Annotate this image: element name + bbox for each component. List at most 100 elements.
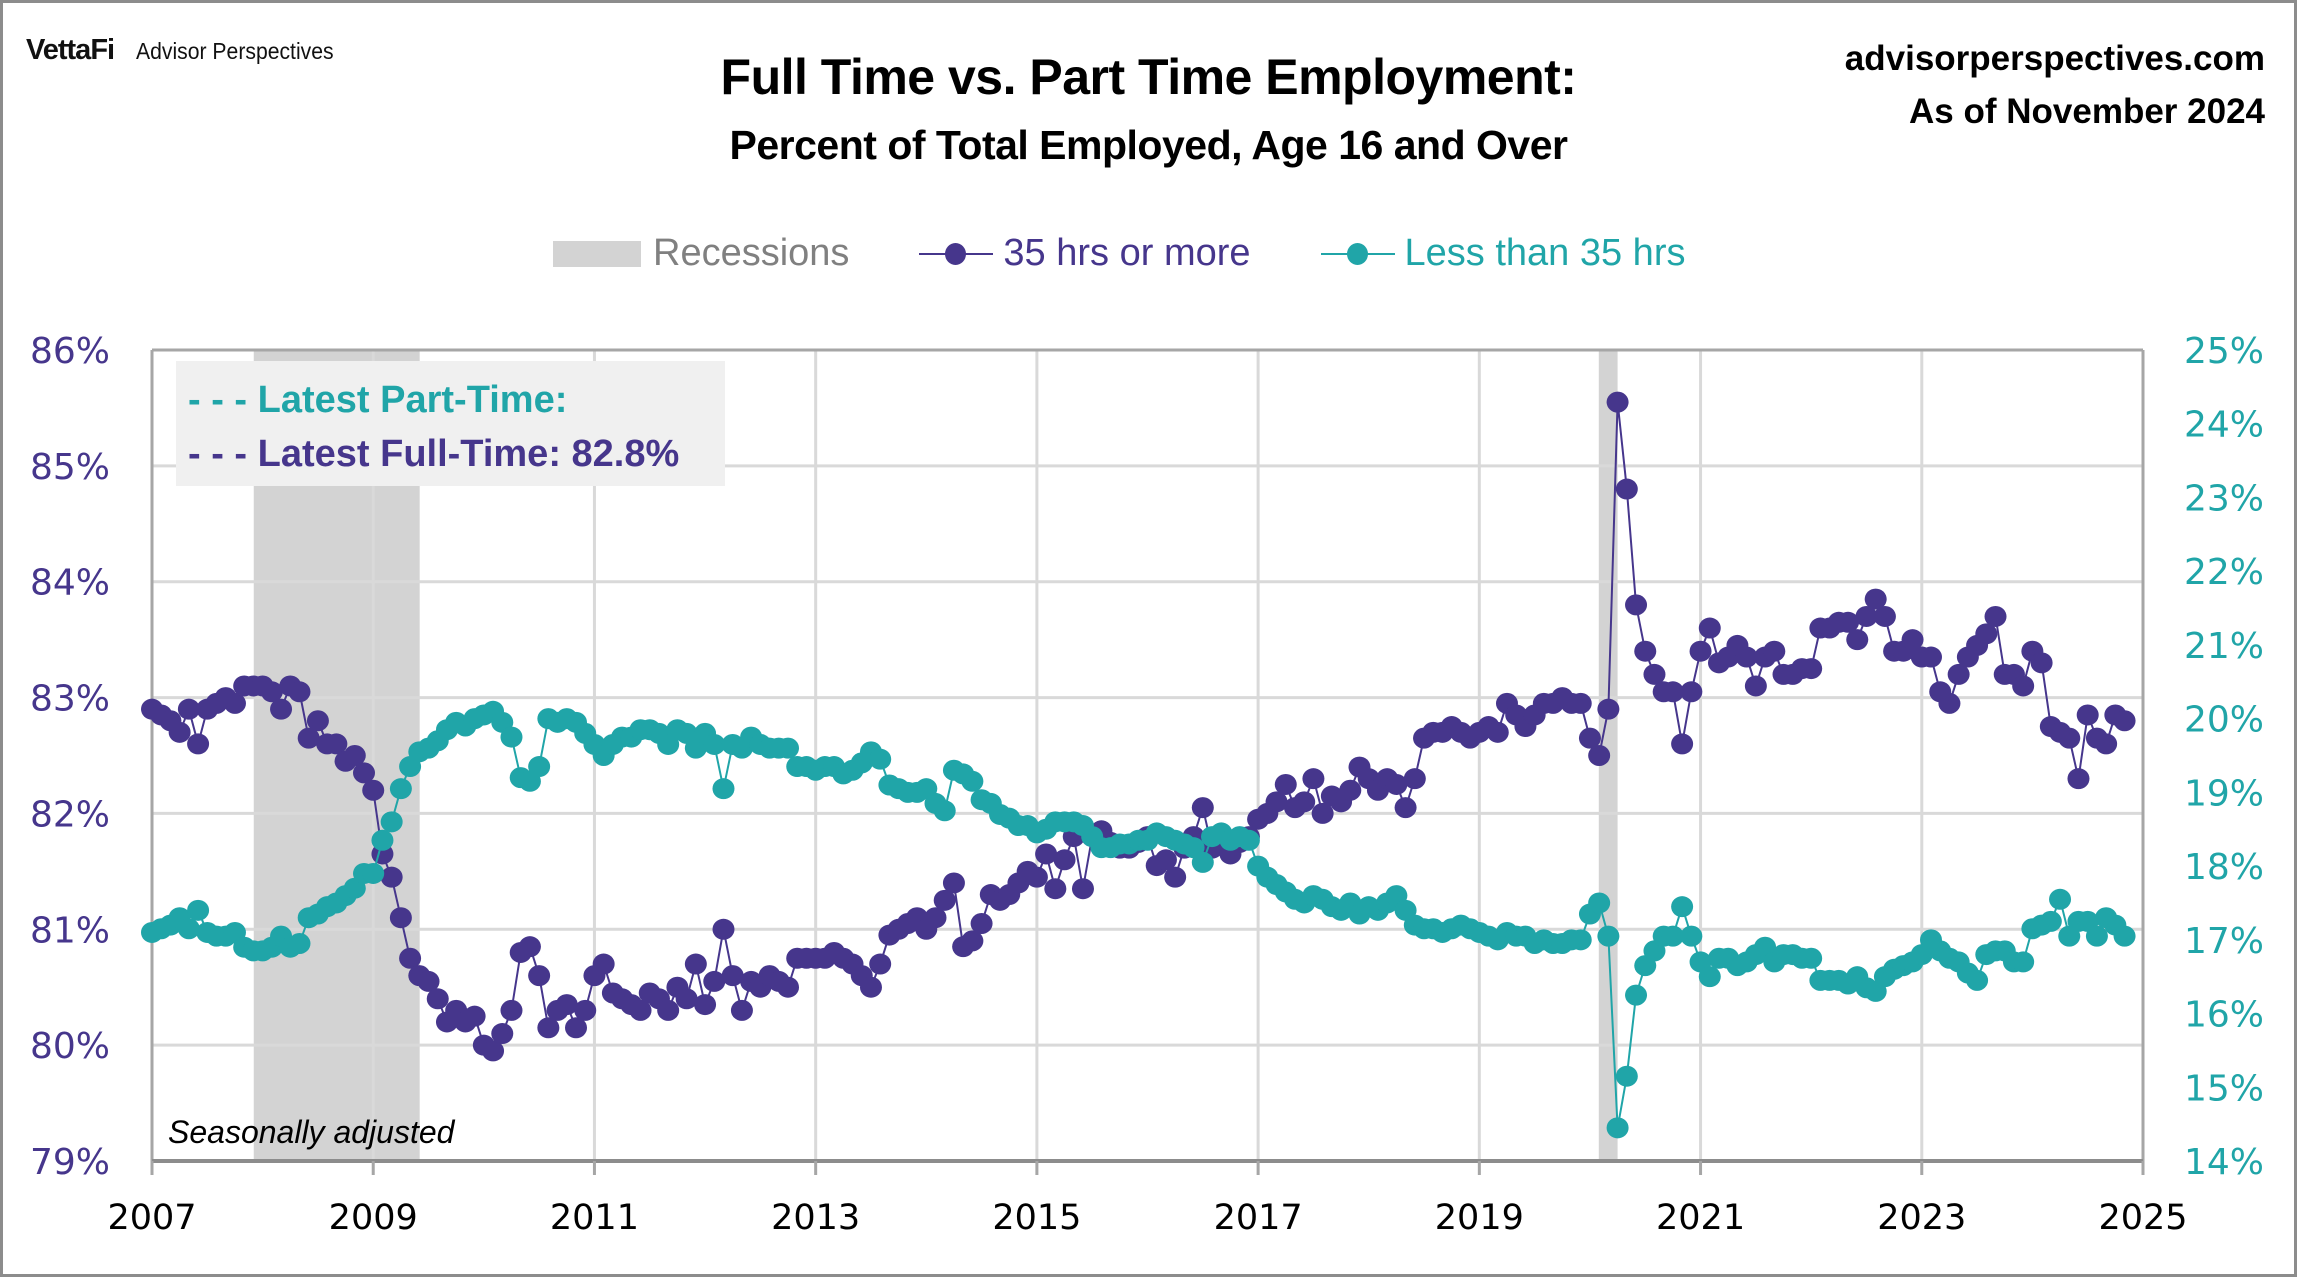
y-right-tick-label: 16% [2184,995,2264,1036]
part-time-point [703,733,726,755]
y-left-tick-label: 80% [30,1026,110,1067]
part-time-point [1680,925,1703,947]
full-time-point [1569,692,1592,714]
part-time-point [1606,1117,1629,1139]
full-time-point [1302,768,1325,790]
part-time-point [380,811,403,833]
part-time-point [371,829,394,851]
y-right-tick-label: 23% [2184,478,2264,519]
full-time-point [555,994,578,1016]
full-time-point [859,976,882,998]
part-time-point [1597,925,1620,947]
full-time-point [675,988,698,1010]
part-time-point [1625,984,1648,1006]
x-tick-label: 2017 [1214,1198,1303,1238]
y-right-tick-label: 19% [2184,773,2264,814]
part-time-point [1191,851,1214,873]
full-time-point [1025,866,1048,888]
full-time-point [1191,797,1214,819]
latest-part-time-label: - - - Latest Part-Time: [188,379,567,421]
legend-label-full-time: 35 hrs or more [1003,232,1251,274]
full-time-point [2058,727,2081,749]
y-left-tick-label: 84% [30,563,110,604]
full-time-point [1615,478,1638,500]
full-time-point [177,698,200,720]
x-tick-label: 2021 [1656,1198,1745,1238]
full-time-point [1744,675,1767,697]
full-time-point [942,872,965,894]
legend-label-recessions: Recessions [653,232,850,274]
full-time-point [1735,646,1758,668]
y-right-tick-label: 18% [2184,847,2264,888]
full-time-point [482,1040,505,1062]
full-time-point [1901,629,1924,651]
full-time-point [1661,681,1684,703]
y-left-tick-label: 82% [30,794,110,835]
full-time-point [924,907,947,929]
latest-full-time-label: - - - Latest Full-Time: 82.8% [188,433,679,475]
full-time-point [325,733,348,755]
y-right-tick-label: 21% [2184,626,2264,667]
x-tick-label: 2025 [2098,1198,2187,1238]
full-time-point [1671,733,1694,755]
full-time-point [518,936,541,958]
full-time-point [270,698,293,720]
part-time-point [1661,925,1684,947]
part-time-point [1671,896,1694,918]
full-time-point [2095,733,2118,755]
full-time-point [1643,663,1666,685]
annotation-box: - - - Latest Part-Time: - - - Latest Ful… [176,361,725,486]
brand: VettaFi Advisor Perspectives [26,34,351,67]
full-time-point [1919,646,1942,668]
full-time-point [463,1005,486,1027]
full-time-point [260,681,283,703]
full-time-point [1625,594,1648,616]
full-time-point [1984,605,2007,627]
part-time-point [961,770,984,792]
full-time-point [721,965,744,987]
full-time-point [1588,745,1611,766]
full-time-point [703,970,726,992]
full-time-point [684,953,707,975]
full-time-point [1873,605,1896,627]
full-time-marker-icon [919,241,994,267]
part-time-point [2113,925,2136,947]
legend-item-part-time: Less than 35 hrs [1320,232,1685,275]
tick-labels: 79% 80% 81% 82% 83% 84% 85% 86% 14% 15% 16% 17% 18% 1… [30,331,2264,1238]
full-time-point [1311,802,1334,824]
full-time-point [629,999,652,1021]
part-time-point [933,800,956,822]
part-time-point [1966,969,1989,991]
full-time-point [528,965,551,987]
full-time-point [1606,391,1629,413]
full-time-point [1855,605,1878,627]
part-time-point [1800,947,1823,969]
full-time-point [1698,617,1721,639]
full-time-point [1634,640,1657,662]
full-time-point [777,976,800,998]
full-time-point [574,999,597,1021]
full-time-point [933,889,956,911]
full-time-point [306,710,329,732]
full-time-point [1339,779,1362,801]
full-time-point [1864,588,1887,610]
x-tick-label: 2023 [1877,1198,1966,1238]
part-time-point [2012,951,2035,973]
recession-swatch-icon [553,240,641,267]
y-right-tick-label: 25% [2184,331,2264,372]
part-time-point [777,737,800,759]
legend-item-full-time: 35 hrs or more [919,232,1251,275]
full-time-point [1274,773,1297,795]
x-tick-label: 2013 [771,1198,860,1238]
part-time-point [389,778,412,800]
vettafi-logo: VettaFi [26,34,115,66]
full-time-point [1800,658,1823,680]
full-time-point [1053,849,1076,871]
brand-name: Advisor Perspectives [136,38,334,64]
full-time-point [187,733,210,755]
full-time-point [1597,698,1620,720]
full-time-point [380,866,403,888]
full-time-point [1837,611,1860,633]
part-time-point [528,756,551,778]
part-time-marker-icon [1320,241,1395,267]
